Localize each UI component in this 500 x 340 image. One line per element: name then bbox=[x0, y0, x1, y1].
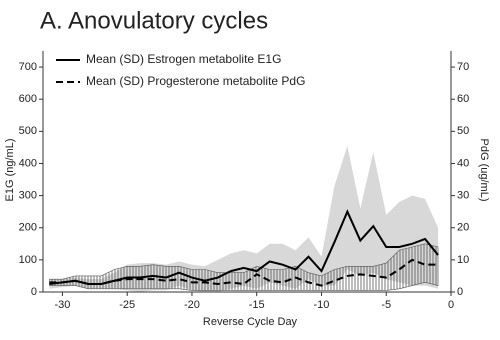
x-axis-title: Reverse Cycle Day bbox=[203, 316, 298, 328]
x-tick-label: 0 bbox=[448, 299, 454, 311]
x-tick-label: -20 bbox=[184, 299, 200, 311]
y2-tick-label: 40 bbox=[457, 157, 469, 169]
y-tick-label: 100 bbox=[19, 254, 37, 266]
legend-label: Mean (SD) Progesterone metabolite PdG bbox=[86, 74, 305, 88]
sd-band bbox=[49, 145, 439, 292]
y-tick-label: 300 bbox=[19, 190, 37, 202]
mean-line bbox=[49, 258, 439, 287]
x-tick-label: -30 bbox=[54, 299, 70, 311]
mean-line bbox=[49, 209, 439, 285]
chart-title: A. Anovulatory cycles bbox=[40, 7, 268, 34]
x-tick-label: -15 bbox=[249, 299, 265, 311]
y-tick-label: 400 bbox=[19, 157, 37, 169]
y2-tick-label: 20 bbox=[457, 222, 469, 234]
y-tick-label: 200 bbox=[19, 222, 37, 234]
x-tick-label: -25 bbox=[119, 299, 135, 311]
y-tick-label: 700 bbox=[19, 61, 37, 73]
y2-tick-label: 70 bbox=[457, 61, 469, 73]
y-tick-label: 0 bbox=[31, 286, 37, 298]
legend-label: Mean (SD) Estrogen metabolite E1G bbox=[86, 52, 281, 66]
y-tick-label: 500 bbox=[19, 125, 37, 137]
y2-tick-label: 30 bbox=[457, 190, 469, 202]
y-axis-title: E1G (ng/mL) bbox=[4, 139, 16, 202]
y2-axis-title: PdG (ug/mL) bbox=[478, 139, 490, 202]
y2-tick-label: 60 bbox=[457, 93, 469, 105]
x-tick-label: -10 bbox=[314, 299, 330, 311]
x-tick-label: -5 bbox=[381, 299, 391, 311]
y2-tick-label: 50 bbox=[457, 125, 469, 137]
y2-tick-label: 0 bbox=[457, 286, 463, 298]
y2-tick-label: 10 bbox=[457, 254, 469, 266]
y-tick-label: 600 bbox=[19, 93, 37, 105]
